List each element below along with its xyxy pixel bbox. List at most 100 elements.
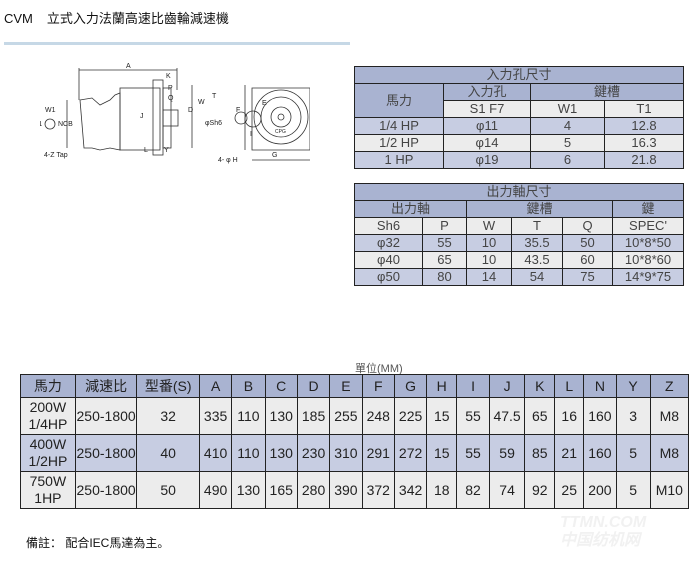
col-header: K [524, 374, 556, 398]
col-header: T [511, 217, 563, 235]
label-ncb: NCB [58, 121, 73, 128]
dimension-drawing: A K P Q D J L Y W1 T1 NCB 4-Z Tap W T φS… [40, 63, 310, 164]
cell: 65 [524, 397, 556, 435]
cell: 55 [422, 234, 467, 252]
cell: 250-1800 [74, 434, 138, 472]
cell: M10 [649, 471, 690, 509]
header-shaft: 出力軸 [354, 200, 467, 218]
cell: 16.3 [604, 134, 684, 152]
table-row: 1/2 HP φ14 5 16.3 [354, 134, 684, 152]
divider [4, 42, 350, 45]
cell: 400W 1/2HP [20, 434, 76, 472]
table-row: 400W 1/2HP 250-1800 40 410 110 130 230 310 291 272… [20, 434, 690, 472]
col-header: N [583, 374, 617, 398]
col-header: Z [649, 374, 690, 398]
label-j: J [140, 113, 144, 120]
output-shaft-table: 出力軸尺寸 出力軸 鍵槽鍵 Sh6 P W T Q SPEC' φ32 55 10 35… [354, 183, 684, 286]
cell: 160 [583, 434, 617, 472]
cell-line: 400W [29, 436, 67, 452]
col-header: I [456, 374, 490, 398]
cell: 50 [136, 471, 200, 509]
col-header: F [361, 374, 395, 398]
cell: 291 [361, 434, 395, 472]
cell: 14 [466, 268, 512, 286]
col-header: P [422, 217, 467, 235]
col-header: W [466, 217, 512, 235]
table-row: 1 HP φ19 6 21.8 [354, 151, 684, 169]
cell: 21.8 [604, 151, 684, 169]
col-header: Y [615, 374, 651, 398]
label-a: A [126, 63, 131, 70]
cpg-logo: CPG [275, 129, 286, 135]
cell: 390 [329, 471, 363, 509]
unit-label: 單位(MM) [355, 363, 403, 375]
label-g: G [272, 152, 277, 159]
cell: 342 [393, 471, 428, 509]
cell: 75 [562, 268, 613, 286]
cell: 6 [530, 151, 605, 169]
model-code: CVM [4, 11, 33, 26]
cell: 54 [511, 268, 563, 286]
col-header: 型番(S) [136, 374, 200, 398]
cell: 60 [562, 251, 613, 269]
table-row: φ50 80 14 54 75 14*9*75 [354, 268, 684, 286]
cell: 750W 1HP [20, 471, 76, 509]
label-i: I [250, 131, 252, 138]
table-title: 入力孔尺寸 [354, 66, 684, 84]
cell: φ40 [354, 251, 423, 269]
col-header: L [554, 374, 585, 398]
cell: 74 [488, 471, 526, 509]
col-header: T1 [604, 100, 684, 118]
table-row: φ40 65 10 43.5 60 10*8*60 [354, 251, 684, 269]
col-header: C [264, 374, 298, 398]
cell: 10*8*50 [612, 234, 684, 252]
cell-line: 1HP [34, 490, 62, 506]
col-header: J [488, 374, 526, 398]
cell: φ11 [443, 117, 531, 135]
label-w: W [198, 99, 205, 106]
cell: 10*8*60 [612, 251, 684, 269]
cell: 1/2 HP [354, 134, 444, 152]
col-header: SPEC' [612, 217, 684, 235]
label-t1: T1 [40, 121, 42, 128]
cell: 110 [231, 397, 266, 435]
label-k: K [166, 73, 171, 80]
cell: 12.8 [604, 117, 684, 135]
col-header: G [393, 374, 428, 398]
label-d: D [188, 107, 193, 114]
cell: 372 [361, 471, 395, 509]
label-w1: W1 [45, 107, 56, 114]
label-q: Q [168, 95, 174, 102]
cell: 130 [231, 471, 266, 509]
title-text: 立式入力法蘭高速比齒輪減速機 [46, 11, 229, 26]
cell: φ50 [354, 268, 423, 286]
cell: 21 [554, 434, 585, 472]
col-header: S1 F7 [443, 100, 531, 118]
table-row: φ32 55 10 35.5 50 10*8*50 [354, 234, 684, 252]
label-y: Y [164, 147, 169, 154]
cell: φ14 [443, 134, 531, 152]
cell: 165 [264, 471, 298, 509]
cell: 80 [422, 268, 467, 286]
table-title: 出力軸尺寸 [354, 183, 684, 201]
cell: 14*9*75 [612, 268, 684, 286]
cell-line: 1/4HP [28, 416, 68, 432]
cell: M8 [649, 434, 690, 472]
cell: 335 [198, 397, 233, 435]
col-header: B [231, 374, 266, 398]
cell: 280 [296, 471, 331, 509]
dimension-table: 馬力 減速比 型番(S) A B C D E F G H I J K L N Y Z 200W 1/4HP 250-1… [20, 374, 690, 509]
label-h: 4- φ H [218, 157, 238, 164]
cell: 59 [488, 434, 526, 472]
cell: 15 [426, 397, 458, 435]
cell: 200W 1/4HP [20, 397, 76, 435]
col-header: E [329, 374, 363, 398]
cell: 230 [296, 434, 331, 472]
cell: 490 [198, 471, 233, 509]
col-header: H [426, 374, 458, 398]
table-row: 200W 1/4HP 250-1800 32 335 110 130 185 255 248 225… [20, 397, 690, 435]
cell: 47.5 [488, 397, 526, 435]
cell: 225 [393, 397, 428, 435]
table-row: 1/4 HP φ11 4 12.8 [354, 117, 684, 135]
cell: 85 [524, 434, 556, 472]
